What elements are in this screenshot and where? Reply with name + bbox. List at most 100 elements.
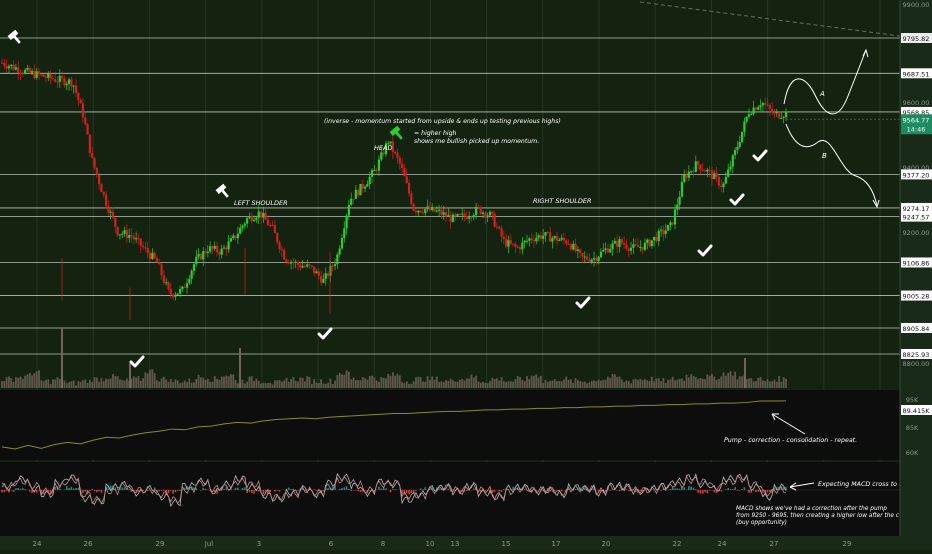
candle-body [725, 177, 727, 184]
candle-body [614, 241, 616, 243]
volume-bar [484, 383, 486, 388]
volume-bar [343, 375, 345, 388]
candle-body [89, 134, 91, 153]
volume-bar [323, 384, 325, 388]
candle-body [216, 246, 218, 252]
volume-bar [720, 376, 722, 388]
volume-bar [635, 379, 637, 388]
candle-body [112, 212, 114, 218]
indicator-axis-label: 85K [906, 424, 919, 432]
candle-body [470, 217, 472, 218]
candle-body [172, 294, 174, 296]
candle-body [262, 213, 264, 218]
volume-bar [17, 378, 19, 388]
macd-histogram-bar [323, 490, 325, 491]
volume-bar [311, 384, 313, 388]
candle-body [704, 170, 706, 171]
candle-body [362, 184, 364, 189]
candle-body [36, 71, 38, 78]
macd-histogram-bar [251, 490, 253, 493]
candle-body [531, 238, 533, 240]
macd-histogram-bar [258, 490, 260, 492]
volume-bar [519, 377, 521, 388]
candle-body [322, 279, 324, 283]
candle-body [61, 76, 63, 78]
macd-histogram-bar [128, 489, 130, 490]
level-tag-label: 9106.86 [903, 259, 930, 267]
path-a-label: A [819, 90, 825, 98]
candle-body [468, 217, 470, 219]
volume-bar [6, 377, 8, 388]
macd-histogram-bar [121, 487, 123, 490]
candle-body [70, 79, 72, 86]
volume-bar [348, 372, 350, 388]
macd-histogram-bar [341, 488, 343, 490]
time-axis-label: 27 [770, 540, 779, 548]
macd-histogram-bar [385, 488, 387, 490]
candle-body [514, 244, 516, 247]
volume-bar [589, 382, 591, 388]
volume-bar [619, 376, 621, 388]
volume-bar [549, 381, 551, 388]
macd-histogram-bar [411, 490, 413, 493]
macd-histogram-bar [31, 490, 33, 493]
time-axis[interactable] [0, 536, 932, 550]
candle-body [565, 240, 567, 243]
volume-bar [767, 379, 769, 388]
volume-bar [489, 381, 491, 388]
macd-histogram-bar [293, 489, 295, 490]
candle-body [93, 158, 95, 168]
macd-histogram-bar [59, 489, 61, 490]
volume-bar [778, 376, 780, 388]
candle-body [466, 216, 468, 218]
macd-histogram-bar [753, 490, 755, 491]
volume-bar [66, 383, 68, 388]
level-tag-label: 9247.57 [903, 214, 930, 222]
volume-bar [686, 375, 688, 388]
candle-body [679, 197, 681, 205]
volume-bar [408, 384, 410, 388]
macd-histogram-bar [68, 488, 70, 490]
time-axis-label: 24 [718, 540, 727, 548]
volume-bar [140, 381, 142, 388]
candle-body [110, 212, 112, 213]
candle-body [503, 237, 505, 239]
candle-body [746, 117, 748, 122]
candle-body [500, 228, 502, 236]
macd-histogram-bar [316, 490, 318, 491]
volume-bar [103, 381, 105, 388]
volume-bar [695, 377, 697, 388]
candle-body [290, 262, 292, 264]
volume-bar [332, 384, 334, 388]
candle-body [117, 227, 119, 235]
volume-bar [739, 376, 741, 388]
candle-body [371, 170, 373, 176]
volume-bar [205, 380, 207, 388]
volume-bar [644, 379, 646, 388]
candle-body [204, 251, 206, 253]
candle-body [77, 93, 79, 100]
volume-bar [780, 382, 782, 388]
candle-body [376, 170, 378, 171]
macd-histogram-bar [406, 490, 408, 493]
volume-bar [452, 380, 454, 388]
volume-bar [202, 378, 204, 388]
volume-bar [501, 377, 503, 388]
candle-body [554, 236, 556, 238]
volume-bar [658, 378, 660, 388]
price-axis[interactable] [900, 0, 932, 550]
macd-histogram-bar [628, 490, 630, 491]
volume-bar [207, 379, 209, 388]
macd-histogram-bar [91, 489, 93, 490]
volume-bar [746, 379, 748, 388]
candle-body [480, 207, 482, 214]
candle-body [154, 253, 156, 258]
candle-body [299, 265, 301, 268]
volume-bar [364, 378, 366, 388]
volume-bar [24, 376, 26, 388]
candle-body [574, 244, 576, 251]
volume-bar [184, 381, 186, 388]
volume-bar [320, 379, 322, 388]
candle-body [665, 231, 667, 234]
volume-bar [656, 378, 658, 388]
